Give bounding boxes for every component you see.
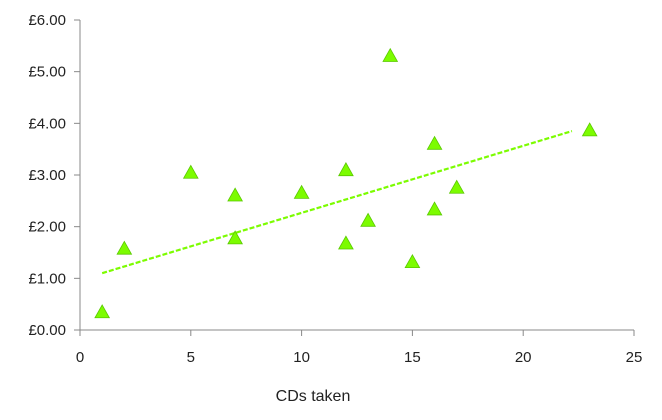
x-tick-label: 15 [404,349,421,366]
y-tick-label: £1.00 [28,270,66,287]
data-point-triangle [94,304,111,319]
data-point-triangle [227,230,244,245]
y-tick-label: £4.00 [28,115,66,132]
y-tick-label: £5.00 [28,64,66,81]
x-tick-label: 25 [626,349,643,366]
x-axis-title: CDs taken [276,388,351,405]
x-tick-label: 20 [515,349,532,366]
trendline-group [101,130,573,275]
x-tick-label: 0 [76,349,84,366]
x-axis-ticks: 0 5 10 15 20 25 [76,330,643,366]
y-axis-ticks: £0.00 £1.00 £2.00 £3.00 £4.00 £5.00 £6.00 [28,12,80,339]
data-point-triangle [116,240,133,255]
y-tick-label: £3.00 [28,167,66,184]
x-tick-label: 10 [293,349,310,366]
data-point-triangle [382,47,399,62]
axes [79,20,634,331]
data-point-triangle [448,179,465,194]
y-tick-label: £0.00 [28,322,66,339]
x-tick-label: 5 [187,349,195,366]
data-point-triangle [426,201,443,216]
data-point-triangle [227,187,244,202]
data-point-triangle [182,164,199,179]
data-point-triangle [293,184,310,199]
data-point-triangle [426,135,443,150]
data-point-triangle [581,122,598,137]
data-point-triangle [338,235,354,250]
y-tick-label: £2.00 [28,219,66,236]
data-points [94,47,598,319]
data-point-triangle [404,254,421,269]
data-point-triangle [338,162,354,177]
data-point-triangle [360,212,376,227]
trendline [101,130,573,275]
y-tick-label: £6.00 [28,12,66,29]
